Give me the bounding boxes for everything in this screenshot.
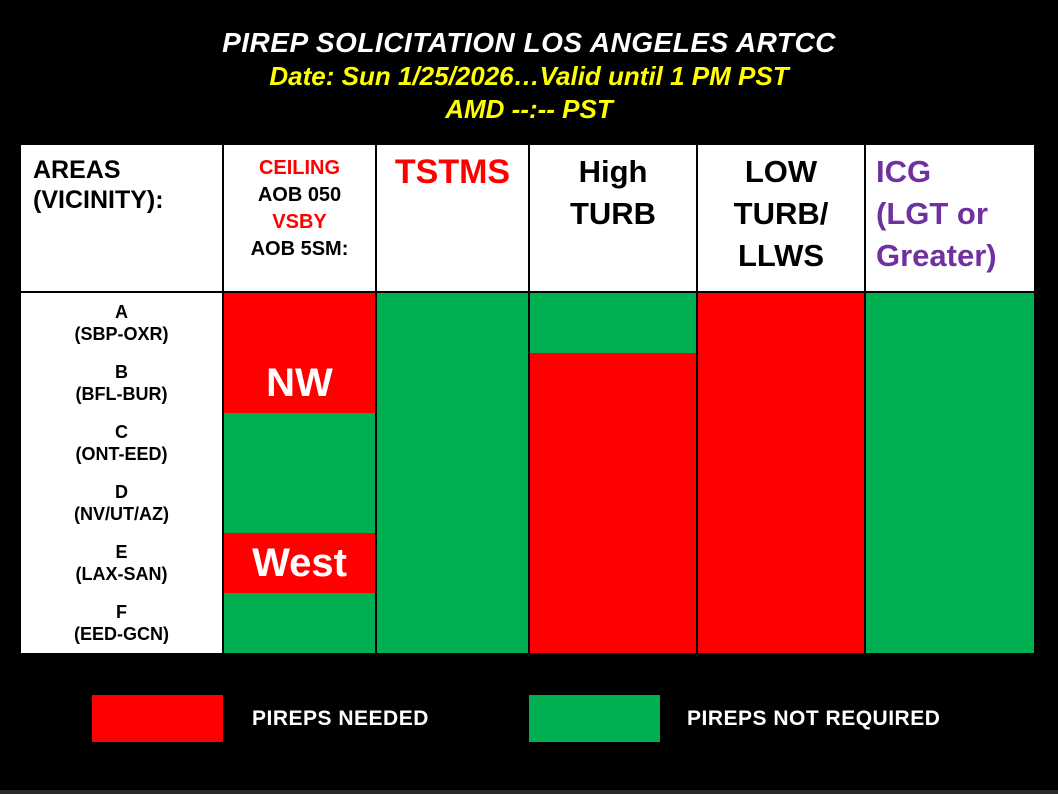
area-label-E: E (LAX-SAN) bbox=[21, 533, 222, 593]
area-label-B: B (BFL-BUR) bbox=[21, 353, 222, 413]
area-id: F bbox=[116, 602, 127, 622]
area-vicinity: (EED-GCN) bbox=[74, 624, 169, 644]
cell-E-ceiling: West bbox=[224, 533, 375, 593]
cell-B-low_turb bbox=[698, 353, 864, 413]
header-high-turb-line1: High bbox=[578, 154, 648, 189]
legend-not-required-swatch bbox=[529, 695, 660, 742]
table-header-row: AREAS (VICINITY): CEILING AOB 050 VSBY A… bbox=[21, 145, 1034, 291]
table-row-B: B (BFL-BUR) NW bbox=[21, 353, 1034, 413]
table-row-D: D (NV/UT/AZ) bbox=[21, 473, 1034, 533]
cell-F-tstms bbox=[377, 593, 528, 653]
area-vicinity: (LAX-SAN) bbox=[75, 564, 168, 584]
valid-date-line: Date: Sun 1/25/2026…Valid until 1 PM PST bbox=[269, 61, 789, 91]
cell-E-tstms bbox=[377, 533, 528, 593]
area-label-F: F (EED-GCN) bbox=[21, 593, 222, 653]
cell-D-high_turb bbox=[530, 473, 696, 533]
header-high-turb: High TURB bbox=[530, 145, 696, 291]
cell-C-high_turb bbox=[530, 413, 696, 473]
header-areas-line2: (VICINITY): bbox=[33, 186, 164, 214]
cell-A-low_turb bbox=[698, 293, 864, 353]
header-icg-line3: Greater) bbox=[876, 238, 997, 273]
area-vicinity: (BFL-BUR) bbox=[75, 384, 168, 404]
cell-B-ceiling: NW bbox=[224, 353, 375, 413]
area-id: D bbox=[115, 482, 128, 502]
area-label-A: A (SBP-OXR) bbox=[21, 293, 222, 353]
area-id: C bbox=[115, 422, 128, 442]
legend-not-required-label: PIREPS NOT REQUIRED bbox=[687, 706, 941, 730]
cell-A-ceiling bbox=[224, 293, 375, 353]
cell-E-low_turb bbox=[698, 533, 864, 593]
cell-F-icg bbox=[866, 593, 1034, 653]
area-label-C: C (ONT-EED) bbox=[21, 413, 222, 473]
cell-D-ceiling bbox=[224, 473, 375, 533]
cell-F-high_turb bbox=[530, 593, 696, 653]
header-low-turb-line1: LOW bbox=[744, 154, 818, 189]
header-areas: AREAS (VICINITY): bbox=[21, 145, 222, 291]
area-vicinity: (ONT-EED) bbox=[75, 444, 168, 464]
area-vicinity: (NV/UT/AZ) bbox=[74, 504, 169, 524]
table-row-E: E (LAX-SAN) West bbox=[21, 533, 1034, 593]
pirep-table: AREAS (VICINITY): CEILING AOB 050 VSBY A… bbox=[19, 143, 1036, 655]
header-low-turb-line2: TURB/ bbox=[733, 196, 829, 231]
cell-D-icg bbox=[866, 473, 1034, 533]
window-bottom-edge bbox=[0, 790, 1058, 794]
table-row-F: F (EED-GCN) bbox=[21, 593, 1034, 653]
header-vsby-word: VSBY bbox=[272, 211, 327, 233]
cell-F-low_turb bbox=[698, 593, 864, 653]
table-body: A (SBP-OXR) B (BFL-BUR) NW C (ONT-EED) D (NV/UT/… bbox=[21, 293, 1034, 653]
area-vicinity: (SBP-OXR) bbox=[74, 324, 169, 344]
header-icg-line2: (LGT or bbox=[876, 196, 988, 231]
cell-C-low_turb bbox=[698, 413, 864, 473]
header-low-turb-llws: LOW TURB/ LLWS bbox=[698, 145, 864, 291]
header-low-turb-line3: LLWS bbox=[737, 238, 825, 273]
header-areas-line1: AREAS bbox=[33, 156, 121, 184]
amendment-line: AMD --:-- PST bbox=[445, 94, 613, 124]
header-ceiling-word: CEILING bbox=[258, 157, 341, 179]
cell-E-high_turb bbox=[530, 533, 696, 593]
cell-D-low_turb bbox=[698, 473, 864, 533]
header-tstms: TSTMS bbox=[377, 145, 528, 291]
title-block: PIREP SOLICITATION LOS ANGELES ARTCC Dat… bbox=[0, 0, 1058, 126]
area-id: A bbox=[115, 302, 128, 322]
cell-E-icg bbox=[866, 533, 1034, 593]
cell-B-icg bbox=[866, 353, 1034, 413]
legend-needed-swatch bbox=[92, 695, 223, 742]
cell-A-icg bbox=[866, 293, 1034, 353]
cell-F-ceiling bbox=[224, 593, 375, 653]
cell-B-tstms bbox=[377, 353, 528, 413]
slide-title: PIREP SOLICITATION LOS ANGELES ARTCC bbox=[222, 27, 836, 58]
area-label-D: D (NV/UT/AZ) bbox=[21, 473, 222, 533]
header-icg: ICG (LGT or Greater) bbox=[866, 145, 1034, 291]
cell-A-high_turb bbox=[530, 293, 696, 353]
cell-D-tstms bbox=[377, 473, 528, 533]
header-ceiling-aob: AOB 050 bbox=[257, 184, 342, 206]
cell-B-high_turb bbox=[530, 353, 696, 413]
table-row-C: C (ONT-EED) bbox=[21, 413, 1034, 473]
legend-needed-label: PIREPS NEEDED bbox=[252, 706, 429, 730]
header-vsby-aob: AOB 5SM: bbox=[250, 238, 349, 260]
cell-C-icg bbox=[866, 413, 1034, 473]
table-row-A: A (SBP-OXR) bbox=[21, 293, 1034, 353]
header-ceiling-vsby: CEILING AOB 050 VSBY AOB 5SM: bbox=[224, 145, 375, 291]
header-high-turb-line2: TURB bbox=[569, 196, 657, 231]
cell-A-tstms bbox=[377, 293, 528, 353]
area-id: B bbox=[115, 362, 128, 382]
cell-C-ceiling bbox=[224, 413, 375, 473]
area-id: E bbox=[115, 542, 128, 562]
header-icg-line1: ICG bbox=[876, 154, 932, 189]
cell-C-tstms bbox=[377, 413, 528, 473]
